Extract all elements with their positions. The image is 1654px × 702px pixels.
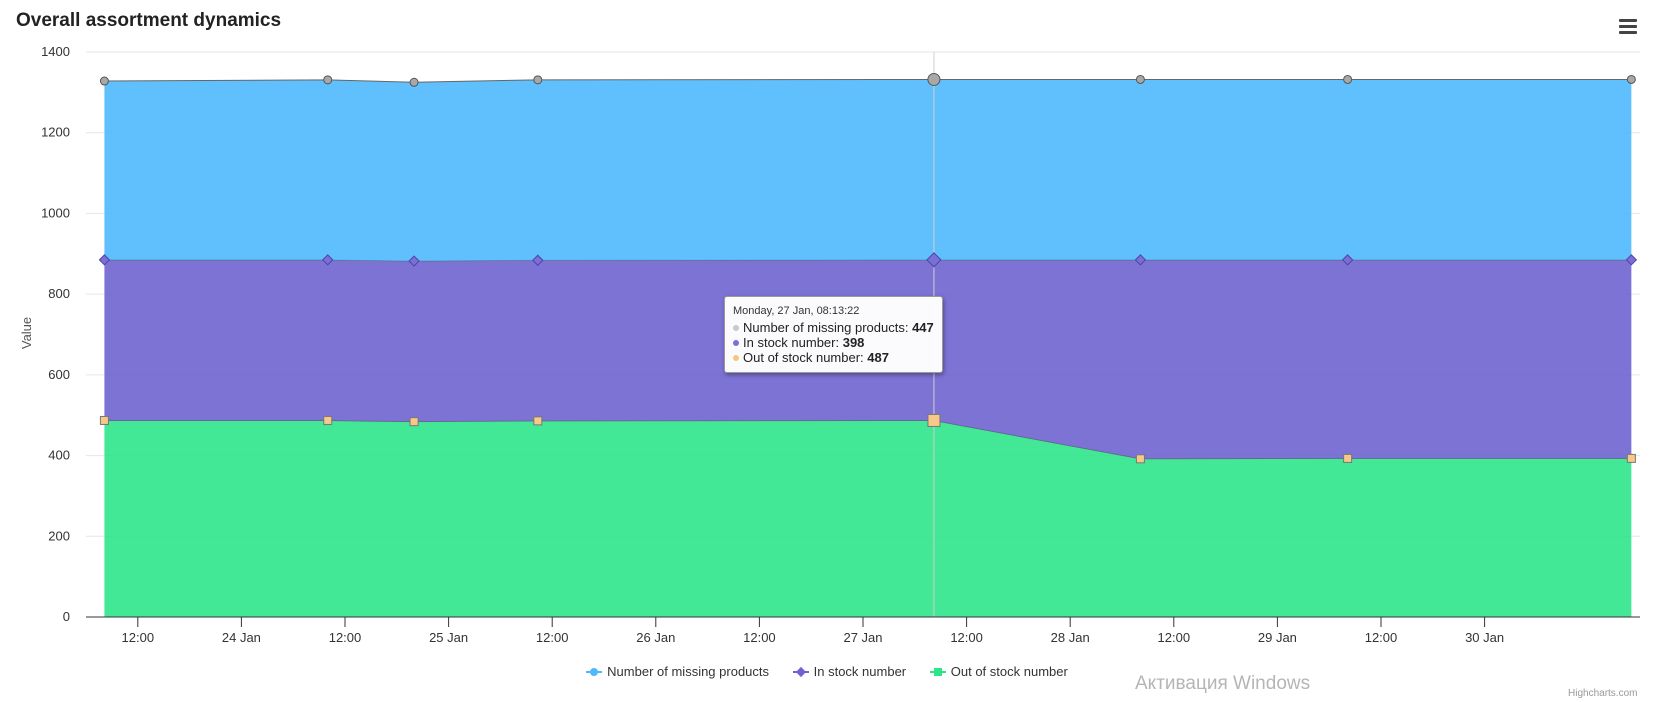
square-marker-icon — [929, 666, 946, 678]
data-point — [927, 413, 941, 427]
x-tick-label: 27 Jan — [843, 630, 882, 645]
legend-item-in-stock[interactable]: In stock number — [792, 664, 907, 679]
x-tick-label: 30 Jan — [1465, 630, 1504, 645]
series-markers — [98, 72, 1638, 464]
diamond-marker-icon — [792, 666, 809, 678]
x-tick-label: 12:00 — [122, 630, 155, 645]
legend-item-out-of-stock[interactable]: Out of stock number — [929, 664, 1068, 679]
area-0 — [104, 79, 1632, 262]
x-tick-label: 12:00 — [1365, 630, 1398, 645]
series-line-0 — [104, 78, 1632, 83]
y-tick-label: 1400 — [41, 44, 70, 59]
tooltip-label: Out of stock number: — [743, 350, 868, 365]
legend: Number of missing products In stock numb… — [0, 664, 1654, 681]
y-axis-title: Value — [19, 317, 34, 349]
x-tick-label: 25 Jan — [429, 630, 468, 645]
tooltip-row-outofstock: Out of stock number: 487 — [733, 350, 934, 365]
legend-item-missing-products[interactable]: Number of missing products — [586, 664, 769, 679]
data-point — [98, 254, 111, 266]
tooltip-row-instock: In stock number: 398 — [733, 335, 934, 350]
data-point — [533, 75, 543, 85]
dot-icon — [733, 354, 739, 361]
legend-label: Out of stock number — [950, 664, 1068, 679]
x-tick-label: 12:00 — [536, 630, 569, 645]
tooltip-value: 398 — [842, 335, 865, 350]
tooltip-label: Number of missing products: — [743, 320, 913, 335]
legend-label: In stock number — [813, 664, 907, 679]
data-point — [1343, 453, 1353, 463]
chart-title: Overall assortment dynamics — [16, 10, 282, 31]
y-tick-label: 200 — [48, 528, 70, 543]
tooltip: Monday, 27 Jan, 08:13:22 Number of missi… — [724, 296, 943, 373]
x-tick-label: 12:00 — [743, 630, 776, 645]
data-point — [1135, 74, 1145, 84]
data-point — [533, 416, 543, 426]
x-tick-label: 26 Jan — [636, 630, 675, 645]
legend-label: Number of missing products — [607, 664, 770, 679]
dot-icon — [733, 339, 739, 346]
data-point — [1134, 254, 1147, 266]
data-point — [99, 76, 109, 86]
data-point — [1135, 454, 1145, 464]
area-2 — [104, 420, 1632, 617]
data-point — [323, 75, 333, 85]
y-tick-label: 1200 — [41, 125, 70, 140]
x-tick-label: 28 Jan — [1051, 630, 1090, 645]
data-point — [409, 77, 419, 87]
tooltip-value: 487 — [867, 350, 889, 365]
data-point — [1626, 74, 1636, 84]
data-point — [408, 255, 420, 267]
y-tick-label: 800 — [48, 286, 70, 301]
y-tick-label: 400 — [48, 448, 70, 463]
x-tick-label: 12:00 — [1158, 630, 1191, 645]
tooltip-row-missing: Number of missing products: 447 — [733, 320, 934, 335]
circle-marker-icon — [586, 666, 603, 678]
data-point — [532, 254, 544, 266]
data-point — [322, 254, 334, 266]
y-tick-label: 1000 — [41, 205, 70, 220]
data-point — [927, 72, 941, 86]
x-tick-label: 24 Jan — [222, 630, 261, 645]
data-point — [99, 415, 109, 425]
dot-icon — [733, 324, 739, 331]
x-tick-label: 12:00 — [950, 630, 983, 645]
x-tick-label: 29 Jan — [1258, 630, 1297, 645]
data-point — [926, 252, 942, 268]
data-point — [1343, 74, 1353, 84]
x-tick-label: 12:00 — [329, 630, 362, 645]
highcharts-credits-link[interactable]: Highcharts.com — [1568, 688, 1638, 699]
data-point — [323, 415, 333, 425]
data-point — [409, 417, 419, 427]
tooltip-label: In stock number: — [743, 335, 843, 350]
data-point — [1625, 254, 1638, 266]
hamburger-menu-icon[interactable] — [1618, 18, 1638, 34]
y-tick-label: 600 — [48, 367, 70, 382]
data-point — [1626, 453, 1636, 463]
tooltip-value: 447 — [912, 320, 934, 335]
axes: 0 200 400 600 800 1000 1200 1400 12:00 24 Jan 12:0… — [41, 44, 1640, 645]
data-point — [1341, 254, 1354, 266]
y-tick-label: 0 — [63, 609, 70, 624]
tooltip-date: Monday, 27 Jan, 08:13:22 — [733, 305, 860, 317]
windows-activation-watermark: Активация Windows — [1135, 673, 1311, 694]
